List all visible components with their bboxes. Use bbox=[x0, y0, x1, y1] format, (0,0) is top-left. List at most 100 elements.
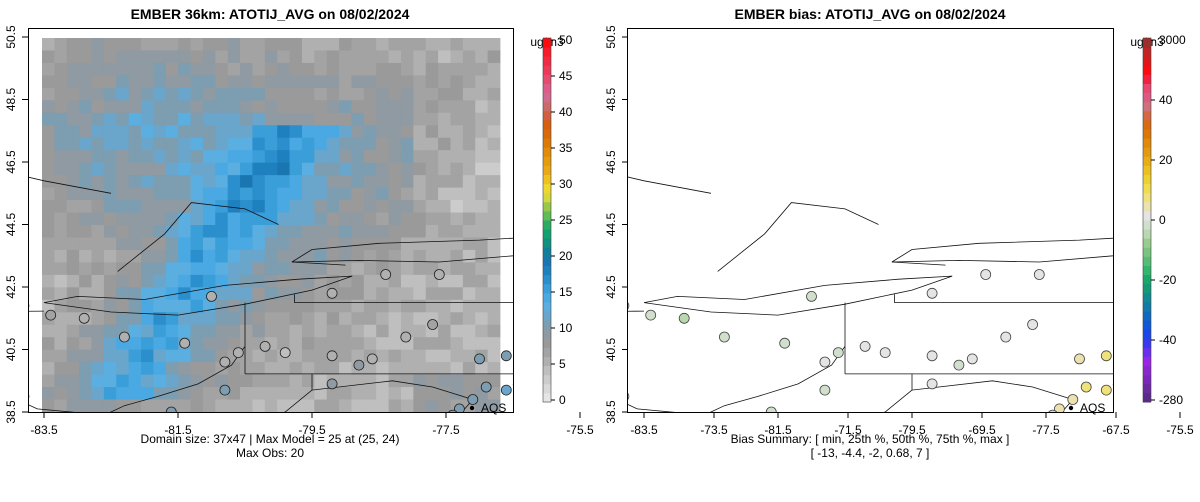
grid-cell bbox=[314, 112, 328, 126]
grid-cell bbox=[128, 262, 142, 276]
bias-site-marker bbox=[1080, 381, 1092, 393]
grid-cell bbox=[413, 87, 427, 101]
grid-cell bbox=[376, 324, 389, 338]
grid-cell bbox=[116, 137, 130, 151]
bias-site-marker bbox=[678, 312, 690, 324]
bias-site-marker bbox=[1115, 282, 1125, 292]
aqs-legend-marker-icon bbox=[1068, 405, 1074, 411]
grid-cell bbox=[326, 187, 340, 201]
grid-cell bbox=[487, 75, 501, 89]
grid-cell bbox=[227, 187, 241, 201]
grid-cell bbox=[289, 399, 303, 412]
grid-cell bbox=[141, 287, 154, 301]
bias-site-marker bbox=[1100, 350, 1112, 362]
bias-observation-sites bbox=[628, 269, 1125, 412]
grid-cell bbox=[215, 374, 229, 388]
grid-cell bbox=[190, 237, 204, 251]
grid-cell bbox=[314, 249, 328, 263]
grid-cell bbox=[153, 87, 167, 101]
grid-cell bbox=[190, 349, 204, 363]
grid-cell bbox=[202, 349, 216, 363]
grid-cell bbox=[215, 137, 229, 151]
grid-cell bbox=[128, 87, 142, 101]
grid-cell bbox=[487, 287, 501, 301]
grid-cell bbox=[376, 175, 389, 188]
grid-cell bbox=[339, 274, 352, 288]
grid-cell bbox=[388, 362, 402, 375]
boundary-line bbox=[643, 275, 953, 316]
grid-cell bbox=[314, 312, 328, 326]
grid-cell bbox=[215, 175, 229, 188]
colorbar-swatch bbox=[1143, 229, 1151, 239]
grid-cell bbox=[79, 87, 92, 101]
observation-site-marker bbox=[326, 378, 338, 390]
grid-cell bbox=[314, 299, 328, 313]
grid-cell bbox=[103, 299, 117, 313]
grid-cell bbox=[141, 137, 154, 151]
grid-cell bbox=[326, 312, 340, 326]
grid-cell bbox=[66, 150, 80, 164]
colorbar-swatch bbox=[1143, 383, 1151, 394]
colorbar-tick-label: 35 bbox=[559, 141, 573, 155]
grid-cell bbox=[351, 249, 365, 263]
colorbar-swatch bbox=[1143, 311, 1151, 321]
observation-site-marker bbox=[515, 423, 525, 433]
grid-cell bbox=[153, 312, 167, 326]
grid-cell bbox=[450, 387, 464, 400]
grid-cell bbox=[376, 62, 389, 76]
grid-cell bbox=[351, 324, 365, 338]
grid-cell bbox=[141, 187, 154, 201]
grid-cell bbox=[388, 399, 402, 412]
grid-cell bbox=[103, 175, 117, 188]
grid-cell bbox=[141, 399, 154, 412]
observation-site-marker bbox=[649, 348, 659, 358]
grid-cell bbox=[178, 362, 191, 375]
grid-cell bbox=[103, 287, 117, 301]
grid-cell bbox=[363, 125, 377, 139]
grid-cell bbox=[116, 262, 130, 276]
grid-cell bbox=[128, 212, 142, 226]
grid-cell bbox=[388, 75, 402, 89]
grid-cell bbox=[475, 38, 489, 51]
grid-cell bbox=[376, 337, 389, 351]
grid-cell bbox=[314, 175, 328, 188]
grid-cell bbox=[264, 38, 278, 51]
x-tick-label: -75.5 bbox=[566, 423, 594, 437]
grid-cell bbox=[487, 87, 501, 101]
grid-cell bbox=[215, 62, 229, 76]
grid-cell bbox=[400, 150, 414, 164]
grid-cell bbox=[178, 312, 191, 326]
grid-cell bbox=[450, 200, 464, 213]
observation-site-marker bbox=[877, 282, 887, 292]
grid-cell bbox=[116, 87, 130, 101]
colorbar-swatch bbox=[1143, 129, 1151, 139]
grid-cell bbox=[116, 200, 130, 213]
grid-cell bbox=[240, 262, 253, 276]
grid-cell bbox=[400, 399, 414, 412]
grid-cell bbox=[339, 287, 352, 301]
grid-cell bbox=[487, 324, 501, 338]
grid-cell bbox=[79, 50, 92, 64]
grid-cell bbox=[103, 312, 117, 326]
grid-cell bbox=[487, 249, 501, 263]
grid-cell bbox=[103, 150, 117, 164]
grid-cell bbox=[252, 87, 266, 101]
grid-cell bbox=[165, 274, 179, 288]
grid-cell bbox=[413, 312, 427, 326]
grid-cell bbox=[487, 262, 501, 276]
observation-site-marker bbox=[219, 384, 231, 396]
grid-cell bbox=[326, 200, 340, 213]
grid-cell bbox=[240, 50, 253, 64]
grid-cell bbox=[66, 112, 80, 126]
grid-cell bbox=[277, 100, 290, 114]
observation-site-marker bbox=[119, 331, 130, 343]
grid-cell bbox=[42, 399, 55, 412]
grid-cell bbox=[103, 200, 117, 213]
grid-cell bbox=[400, 299, 414, 313]
grid-cell bbox=[128, 62, 142, 76]
colorbar-swatch bbox=[1143, 274, 1151, 285]
colorbar-swatch bbox=[1143, 38, 1151, 48]
grid-cell bbox=[79, 200, 92, 213]
grid-cell bbox=[264, 162, 278, 176]
grid-cell bbox=[425, 212, 439, 226]
